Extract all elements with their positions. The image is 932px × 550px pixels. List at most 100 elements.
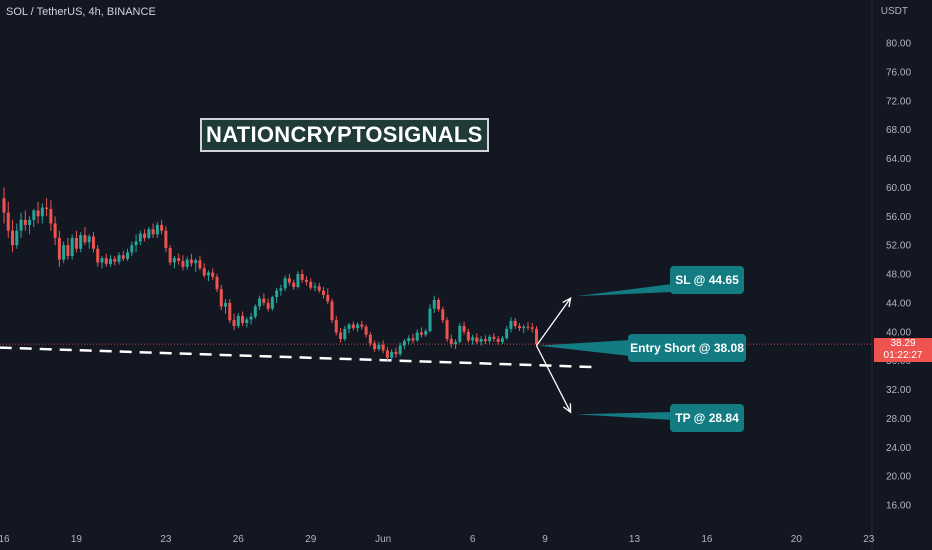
- take-profit-pointer: [576, 412, 672, 420]
- x-tick-label: 13: [629, 534, 641, 545]
- y-tick-label: 24.00: [886, 443, 911, 454]
- candle-body: [398, 345, 402, 355]
- x-tick-label: 29: [305, 534, 317, 545]
- candle-body: [258, 298, 262, 307]
- candle-body: [130, 245, 134, 253]
- candle-body: [313, 286, 317, 288]
- candle-body: [287, 278, 291, 283]
- candle-body: [449, 338, 453, 345]
- x-tick-label: Jun: [375, 534, 391, 545]
- candle-body: [138, 233, 142, 242]
- candle-body: [83, 235, 87, 243]
- x-tick-label: 16: [0, 534, 10, 545]
- candle-body: [296, 274, 300, 287]
- candle-body: [70, 237, 74, 256]
- y-tick-label: 68.00: [886, 125, 911, 136]
- candle-body: [104, 258, 108, 264]
- candle-body: [488, 336, 492, 342]
- candle-body: [526, 326, 530, 328]
- stop-loss-pointer: [576, 284, 672, 297]
- candle-body: [66, 245, 70, 256]
- candle-body: [19, 219, 23, 231]
- candle-body: [505, 328, 509, 339]
- candle-body: [377, 344, 381, 350]
- candle-body: [517, 325, 521, 329]
- y-tick-label: 52.00: [886, 241, 911, 252]
- candle-body: [168, 248, 172, 263]
- candle-body: [147, 229, 151, 238]
- x-tick-label: 23: [863, 534, 875, 545]
- candle-body: [445, 320, 449, 339]
- candle-body: [245, 319, 249, 324]
- candle-body: [500, 338, 504, 342]
- candle-body: [479, 338, 483, 342]
- candle-body: [253, 306, 257, 317]
- candle-body: [96, 248, 100, 263]
- candle-body: [407, 338, 411, 342]
- y-tick-label: 48.00: [886, 270, 911, 281]
- candle-body: [155, 224, 159, 235]
- support-trend-line[interactable]: [0, 346, 597, 369]
- candle-body: [292, 282, 296, 287]
- y-tick-label: 20.00: [886, 472, 911, 483]
- candle-body: [390, 351, 394, 358]
- symbol-title: SOL / TetherUS, 4h, BINANCE: [6, 6, 156, 18]
- candle-body: [23, 219, 27, 225]
- candle-body: [172, 258, 176, 263]
- candle-body: [428, 308, 432, 332]
- candle-body: [126, 252, 130, 259]
- candle-body: [143, 233, 147, 238]
- candle-body: [475, 337, 479, 342]
- candle-body: [381, 344, 385, 351]
- y-tick-label: 44.00: [886, 298, 911, 309]
- candle-body: [270, 297, 274, 309]
- y-tick-label: 60.00: [886, 183, 911, 194]
- current-price-value: 38.29: [890, 338, 916, 349]
- candle-body: [100, 258, 104, 263]
- candle-body: [411, 338, 415, 341]
- candle-body: [181, 261, 185, 267]
- candle-body: [164, 230, 168, 249]
- candle-body: [206, 272, 210, 276]
- candle-body: [496, 338, 500, 342]
- candle-body: [424, 331, 428, 335]
- candle-body: [91, 236, 95, 249]
- candle-body: [121, 255, 125, 259]
- y-tick-label: 40.00: [886, 327, 911, 338]
- candle-body: [134, 241, 138, 246]
- candle-body: [194, 260, 198, 264]
- x-tick-label: 6: [470, 534, 476, 545]
- candle-body: [441, 309, 445, 321]
- candle-body: [394, 351, 398, 355]
- candle-body: [49, 209, 53, 224]
- candle-body: [530, 327, 534, 329]
- candle-body: [275, 290, 279, 298]
- candle-body: [232, 320, 236, 326]
- candle-body: [522, 326, 526, 329]
- candle-body: [151, 229, 155, 235]
- entry-short-label: Entry Short @ 38.08: [628, 334, 746, 362]
- candle-body: [373, 343, 377, 350]
- candle-body: [334, 320, 338, 333]
- take-profit-arrow: [535, 345, 572, 413]
- y-tick-label: 56.00: [886, 212, 911, 223]
- candle-body: [241, 315, 245, 324]
- candle-body: [109, 258, 112, 264]
- candle-body: [509, 320, 513, 329]
- candle-body: [79, 235, 83, 249]
- candle-body: [339, 332, 343, 339]
- candle-body: [262, 298, 266, 303]
- price-axis-unit: USDT: [880, 6, 908, 17]
- candle-body: [347, 324, 351, 329]
- candle-body: [198, 260, 202, 269]
- candle-body: [437, 299, 441, 310]
- candle-body: [117, 255, 121, 262]
- y-tick-label: 72.00: [886, 96, 911, 107]
- candle-body: [113, 258, 117, 262]
- y-tick-label: 80.00: [886, 39, 911, 50]
- candle-body: [419, 332, 423, 335]
- candle-body: [211, 272, 215, 277]
- candle-body: [454, 341, 458, 345]
- x-tick-label: 9: [542, 534, 548, 545]
